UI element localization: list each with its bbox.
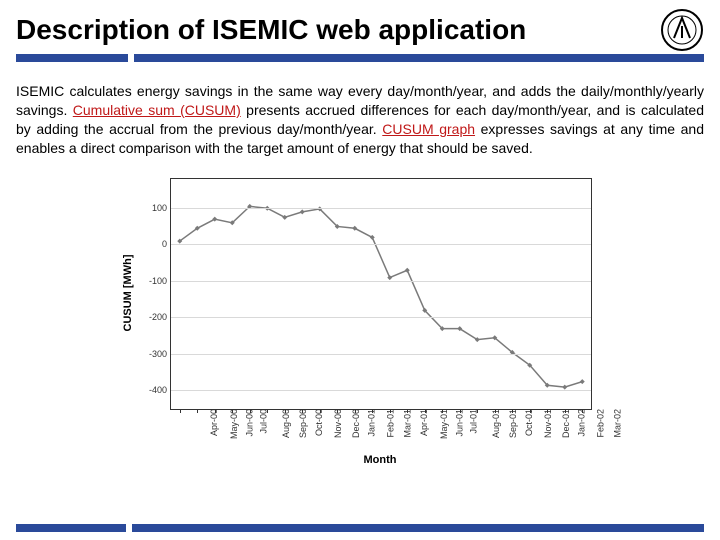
chart-xtick-label: Dec-01 — [561, 409, 571, 438]
chart-xtick-label: Mar-01 — [403, 409, 413, 438]
chart-ytick-label: -300 — [149, 349, 167, 359]
chart-xtick — [477, 409, 478, 413]
chart-xtick-label: Aug-00 — [281, 409, 291, 438]
chart-xtick-label: Jun-01 — [454, 409, 464, 437]
chart-xtick-label: Nov-00 — [333, 409, 343, 438]
institution-logo-icon — [660, 8, 704, 52]
chart-xtick — [372, 409, 373, 413]
chart-gridline — [171, 354, 591, 355]
chart-xtick — [180, 409, 181, 413]
chart-xtick — [512, 409, 513, 413]
chart-xtick-label: Oct-00 — [314, 409, 324, 436]
chart-xtick-label: Apr-00 — [209, 409, 219, 436]
title-row: Description of ISEMIC web application — [16, 8, 704, 52]
chart-xtick-label: Feb-02 — [595, 409, 605, 438]
chart-xtick-label: May-00 — [229, 409, 239, 439]
chart-xtick — [495, 409, 496, 413]
chart-xtick — [582, 409, 583, 413]
chart-xtick-label: Jan-01 — [367, 409, 377, 437]
chart-xtick-label: Feb-01 — [385, 409, 395, 438]
chart-xtick — [302, 409, 303, 413]
chart-ytick-label: -200 — [149, 312, 167, 322]
chart-xtick — [285, 409, 286, 413]
chart-ytick-label: -100 — [149, 276, 167, 286]
chart-xtick-label: Sep-01 — [508, 409, 518, 438]
chart-ytick-label: -400 — [149, 385, 167, 395]
chart-gridline — [171, 208, 591, 209]
chart-xtick-label: Oct-01 — [524, 409, 534, 436]
chart-xtick-label: Sep-00 — [298, 409, 308, 438]
chart-xtick — [355, 409, 356, 413]
chart-ytick-label: 0 — [162, 239, 167, 249]
chart-xtick-label: Mar-02 — [613, 409, 623, 438]
chart-x-axis-label: Month — [364, 454, 397, 466]
chart-y-axis-label: CUSUM [MWh] — [122, 254, 134, 331]
chart-xtick-label: Jun-00 — [244, 409, 254, 437]
chart-xtick-label: Dec-00 — [351, 409, 361, 438]
chart-gridline — [171, 390, 591, 391]
slide-title: Description of ISEMIC web application — [16, 14, 526, 46]
chart-gridline — [171, 317, 591, 318]
chart-gridline — [171, 281, 591, 282]
chart-xtick — [197, 409, 198, 413]
chart-xtick — [390, 409, 391, 413]
title-underline — [16, 54, 704, 62]
body-paragraph: ISEMIC calculates energy savings in the … — [16, 82, 704, 158]
chart-xtick-label: Jan-02 — [577, 409, 587, 437]
chart-xtick — [250, 409, 251, 413]
chart-ytick-label: 100 — [152, 203, 167, 213]
chart-xtick — [565, 409, 566, 413]
chart-plot-area: -400-300-200-1000100Apr-00May-00Jun-00Ju… — [170, 178, 592, 410]
chart-xtick-label: Nov-01 — [543, 409, 553, 438]
chart-xtick — [425, 409, 426, 413]
footer-bar — [16, 524, 704, 532]
chart-xtick-label: Apr-01 — [419, 409, 429, 436]
chart-xtick — [267, 409, 268, 413]
chart-xtick — [407, 409, 408, 413]
chart-gridline — [171, 244, 591, 245]
slide: Description of ISEMIC web application IS… — [0, 0, 720, 540]
chart-xtick — [337, 409, 338, 413]
chart-xtick-label: May-01 — [439, 409, 449, 439]
chart-xtick — [530, 409, 531, 413]
chart-xtick-label: Aug-01 — [491, 409, 501, 438]
chart-xtick — [460, 409, 461, 413]
chart-series-icon — [171, 179, 591, 409]
chart-xtick — [320, 409, 321, 413]
chart-xtick — [232, 409, 233, 413]
cusum-chart: -400 -300 -200 -100 0 100 Apr-00 May-00 Jun-00 Ju… — [110, 172, 610, 462]
chart-xtick — [215, 409, 216, 413]
chart-xtick — [442, 409, 443, 413]
chart-xtick — [547, 409, 548, 413]
